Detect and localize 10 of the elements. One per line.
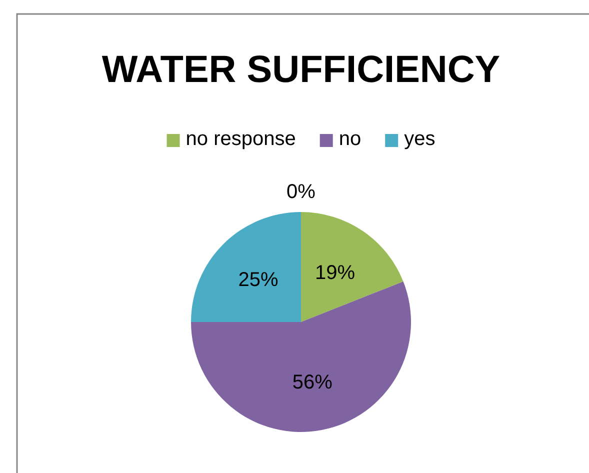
chart-title: WATER SUFFICIENCY	[102, 49, 500, 91]
pie-slice	[301, 212, 404, 322]
data-label: 19%	[314, 262, 356, 284]
legend-label: no response	[186, 128, 296, 150]
legend-label: no	[338, 128, 362, 150]
legend-label: yes	[404, 128, 436, 150]
text: 0%	[286, 181, 316, 203]
data-label: 25%	[238, 269, 278, 292]
pie-slice	[191, 212, 301, 322]
data-label: 56%	[292, 371, 333, 394]
